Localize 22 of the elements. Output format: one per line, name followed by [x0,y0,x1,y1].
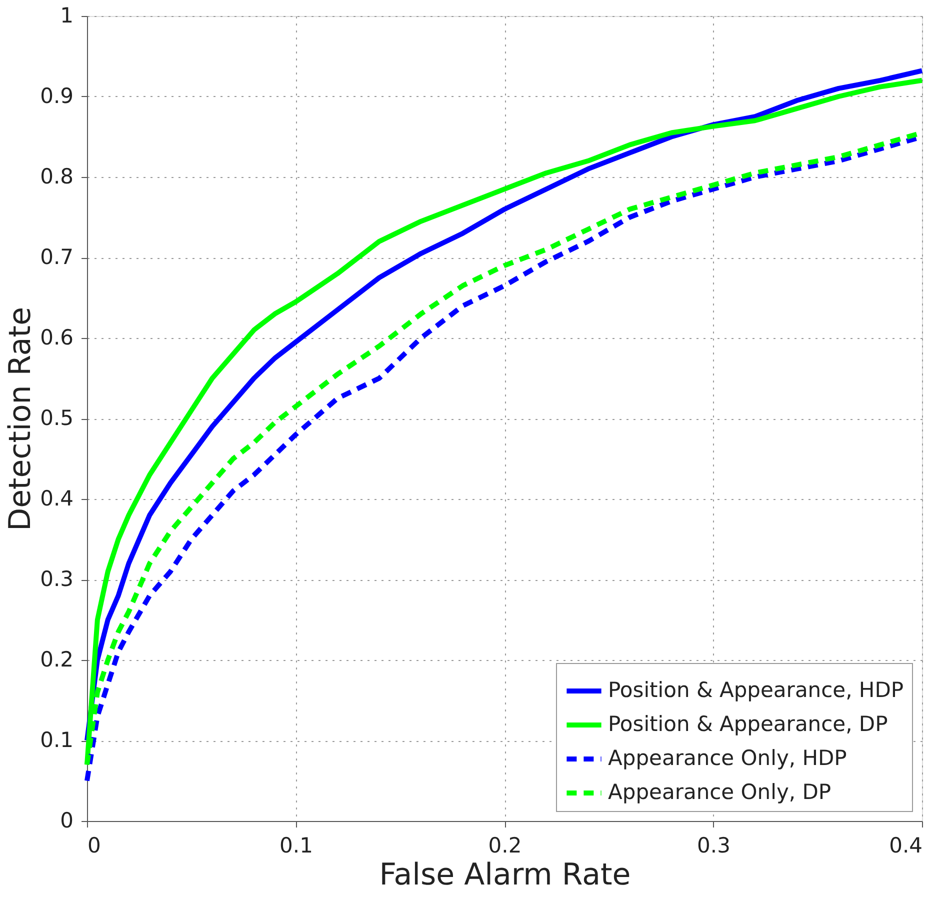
y-tick-label: 0.2 [40,648,74,672]
x-axis-title: False Alarm Rate [379,858,631,892]
x-tick-label: 0 [88,834,101,858]
x-tick-label: 0.1 [280,834,313,858]
y-tick-label: 0 [60,808,74,832]
x-tick-label: 0.2 [488,834,522,858]
y-tick-label: 0.4 [40,486,74,510]
y-tick-label: 0.1 [40,728,74,752]
y-tick-label: 0.6 [40,326,74,350]
legend-label: Position & Appearance, HDP [608,678,904,702]
legend-label: Position & Appearance, DP [608,712,888,736]
y-tick-label: 1 [60,4,74,28]
y-tick-label: 0.5 [40,406,74,430]
y-tick-label: 0.9 [40,84,74,108]
x-tick-label: 0.4 [889,834,922,858]
legend-label: Appearance Only, HDP [608,746,847,770]
y-axis-title: Detection Rate [3,306,38,532]
x-tick-label: 0.3 [697,834,730,858]
y-tick-label: 0.3 [40,567,74,591]
y-tick-label: 0.8 [40,164,74,188]
y-tick-label: 0.7 [40,245,74,269]
legend-label: Appearance Only, DP [608,780,832,804]
